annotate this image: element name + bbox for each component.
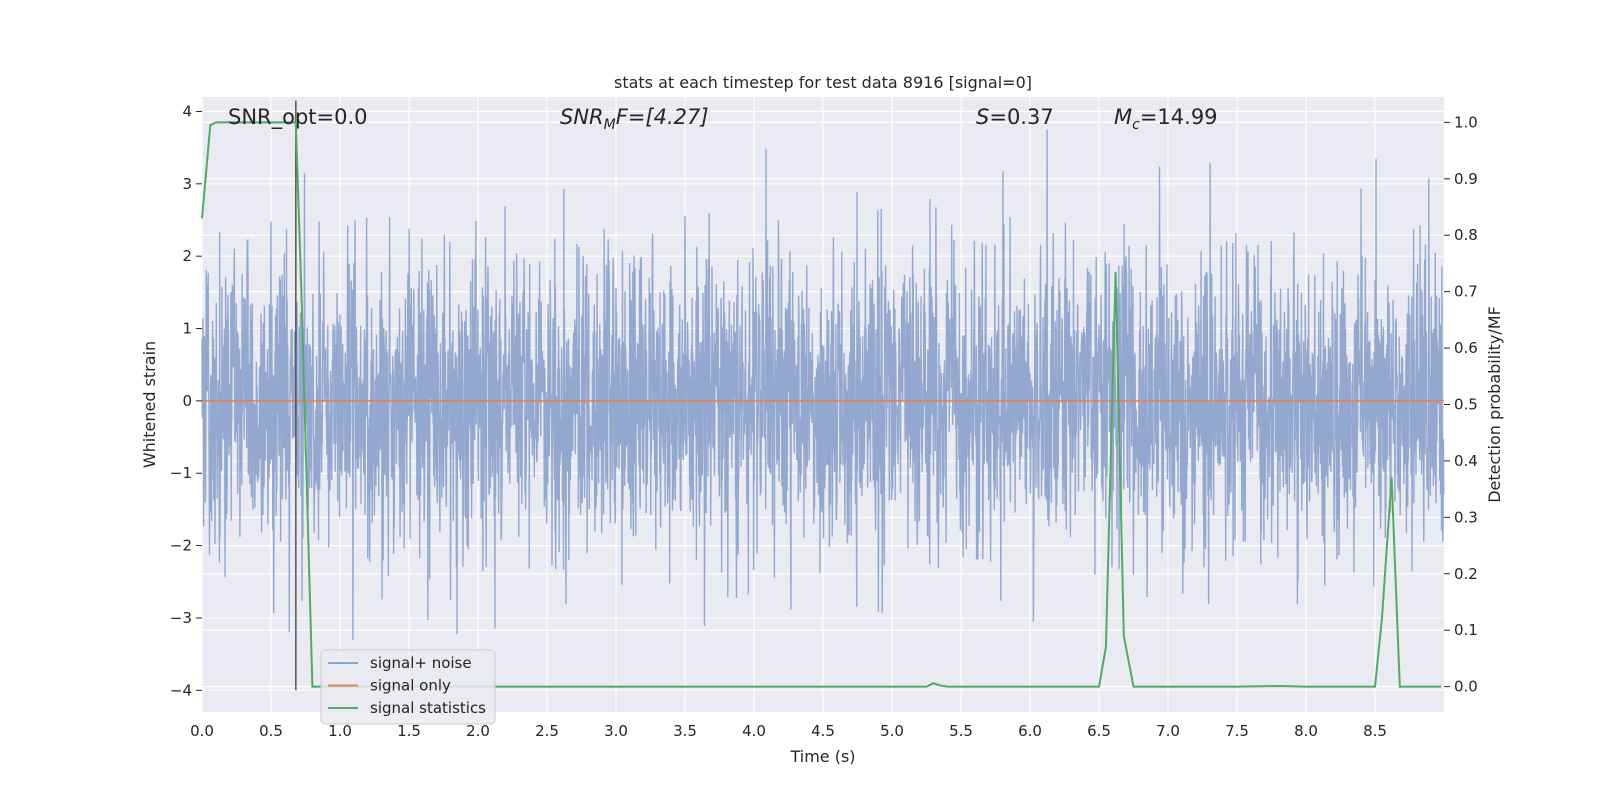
y-tick-label-right-0: 1.0 <box>1454 113 1478 131</box>
y-axis-label-right: Detection probability/MF <box>1485 306 1504 503</box>
x-tick-label-2: 1.0 <box>328 722 352 740</box>
x-tick-label-10: 5.0 <box>880 722 904 740</box>
y-tick-label-right-1: 0.9 <box>1454 170 1478 188</box>
y-tick-label-left-0: 4 <box>182 102 192 120</box>
annotation-mc-subscript: c <box>1132 117 1140 133</box>
y-tick-label-left-8: −4 <box>170 681 192 699</box>
signal-statistics-line <box>201 121 1442 688</box>
x-tick-label-16: 8.0 <box>1294 722 1318 740</box>
x-tick-label-1: 0.5 <box>259 722 283 740</box>
signal-noise-line <box>201 129 1445 640</box>
x-tick-label-17: 8.5 <box>1363 722 1387 740</box>
annotation-mc-value: =14.99 <box>1140 105 1218 129</box>
annotation-s-value: =0.37 <box>989 105 1053 129</box>
y-tick-label-left-6: −2 <box>170 537 192 555</box>
y-tick-label-left-5: −1 <box>170 464 192 482</box>
x-tick-label-12: 6.0 <box>1018 722 1042 740</box>
x-tick-label-4: 2.0 <box>466 722 490 740</box>
x-tick-label-8: 4.0 <box>742 722 766 740</box>
y-tick-label-right-9: 0.1 <box>1454 621 1478 639</box>
y-tick-label-right-8: 0.2 <box>1454 565 1478 583</box>
chart-title: stats at each timestep for test data 891… <box>614 73 1032 92</box>
x-tick-label-7: 3.5 <box>673 722 697 740</box>
legend-box <box>320 649 496 725</box>
x-tick-label-6: 3.0 <box>604 722 628 740</box>
y-tick-label-right-3: 0.7 <box>1454 283 1478 301</box>
x-tick-label-11: 5.5 <box>949 722 973 740</box>
x-tick-label-5: 2.5 <box>535 722 559 740</box>
y-axis-label-left: Whitened strain <box>140 341 159 468</box>
x-tick-label-13: 6.5 <box>1087 722 1111 740</box>
y-tick-label-left-2: 2 <box>182 247 192 265</box>
y-tick-label-right-7: 0.3 <box>1454 508 1478 526</box>
y-tick-label-right-10: 0.0 <box>1454 678 1478 696</box>
x-axis-label: Time (s) <box>789 747 855 766</box>
y-tick-label-left-3: 1 <box>182 320 192 338</box>
x-tick-label-14: 7.0 <box>1156 722 1180 740</box>
y-tick-label-right-4: 0.6 <box>1454 339 1478 357</box>
annotation-snr-opt: SNR_opt=0.0 <box>228 105 368 130</box>
legend: signal+ noise signal only signal statist… <box>320 649 496 725</box>
y-tick-label-right-6: 0.4 <box>1454 452 1478 470</box>
x-tick-label-3: 1.5 <box>397 722 421 740</box>
y-tick-label-left-4: 0 <box>182 392 192 410</box>
y-tick-label-left-7: −3 <box>170 609 192 627</box>
y-tick-label-right-2: 0.8 <box>1454 226 1478 244</box>
x-tick-label-0: 0.0 <box>190 722 214 740</box>
x-tick-label-15: 7.5 <box>1225 722 1249 740</box>
annotation-s: S=0.37 <box>976 105 1054 129</box>
annotation-s-symbol: S <box>976 105 989 129</box>
series-signal-statistics <box>201 121 1442 688</box>
annotation-snr-mf-rest: F=[4.27] <box>616 105 709 129</box>
annotation-mc: Mc=14.99 <box>1114 105 1218 133</box>
annotation-snr-mf: SNRMF=[4.27] <box>560 105 709 133</box>
annotation-mc-symbol: M <box>1114 105 1132 129</box>
legend-label-signal-only: signal only <box>370 677 451 695</box>
legend-label-signal-noise: signal+ noise <box>370 654 472 672</box>
y-tick-label-right-5: 0.5 <box>1454 396 1478 414</box>
legend-label-signal-statistics: signal statistics <box>370 699 486 717</box>
y-tick-label-left-1: 3 <box>182 175 192 193</box>
x-tick-label-9: 4.5 <box>811 722 835 740</box>
series-signal-noise <box>201 129 1445 640</box>
annotation-snr-mf-subscript: M <box>604 117 616 133</box>
annotation-snr-mf-symbol: SNR <box>560 105 604 129</box>
ticks: 0.0 0.5 1.0 1.5 2.0 2.5 3.0 3.5 4.0 4.5 5.0 5.5 6.0 6… <box>170 102 1478 740</box>
